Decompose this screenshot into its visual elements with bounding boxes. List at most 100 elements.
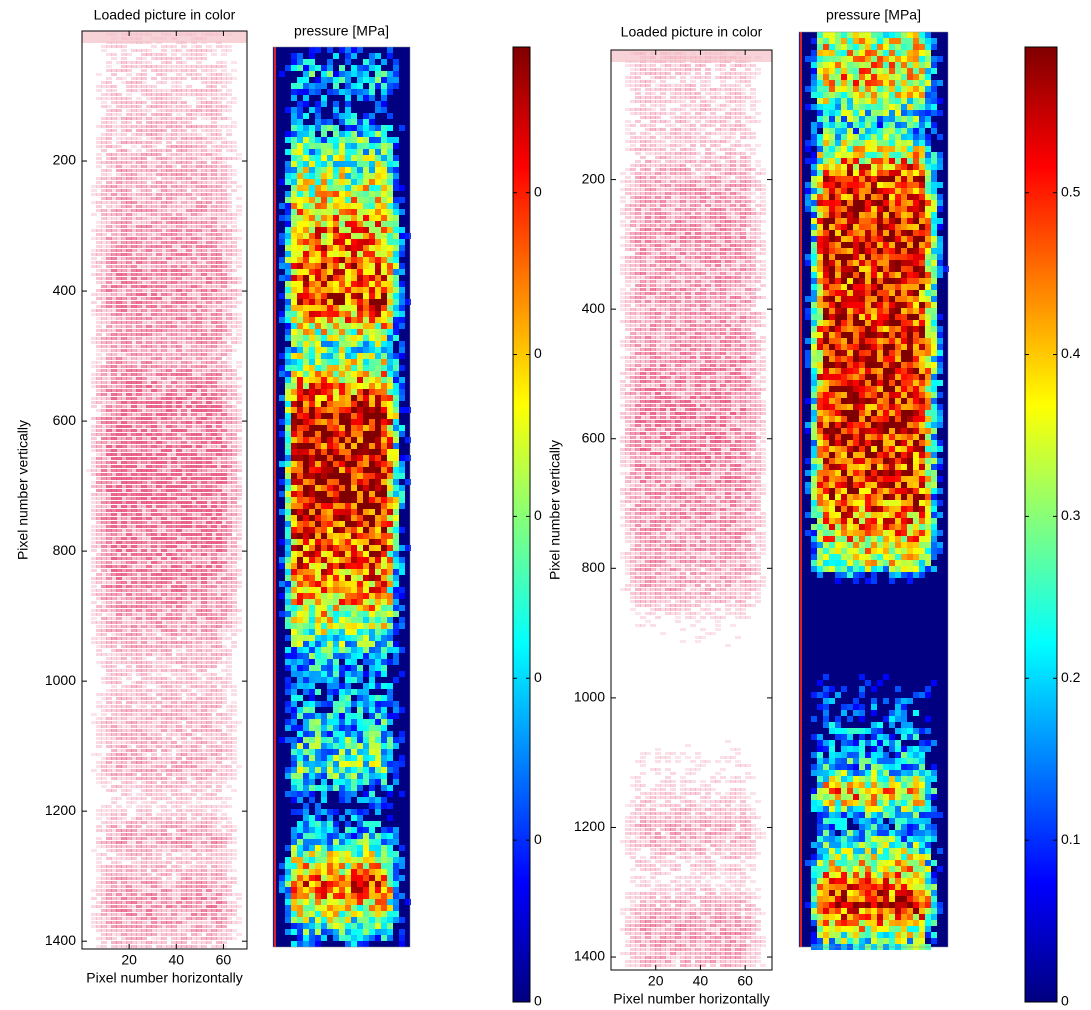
picture-pixel (146, 693, 152, 696)
picture-pixel (231, 77, 237, 80)
picture-pixel (126, 673, 132, 676)
picture-pixel (176, 161, 182, 164)
picture-pixel (131, 773, 137, 776)
picture-pixel (131, 409, 137, 412)
picture-pixel (196, 389, 202, 392)
picture-pixel (131, 245, 137, 248)
picture-pixel (171, 77, 177, 80)
picture-pixel (166, 293, 172, 296)
picture-pixel (101, 237, 107, 240)
picture-pixel (146, 89, 152, 92)
picture-pixel (141, 241, 147, 244)
picture-pixel (151, 293, 157, 296)
picture-pixel (116, 373, 122, 376)
picture-pixel (111, 57, 117, 60)
picture-pixel (101, 209, 107, 212)
picture-pixel (111, 69, 117, 72)
picture-pixel (126, 281, 132, 284)
picture-pixel (201, 149, 207, 152)
picture-pixel (116, 361, 122, 364)
picture-pixel (191, 237, 197, 240)
picture-pixel (211, 89, 217, 92)
picture-pixel (196, 173, 202, 176)
picture-pixel (106, 245, 112, 248)
picture-pixel (221, 181, 227, 184)
picture-pixel (161, 341, 167, 344)
picture-pixel (136, 405, 142, 408)
picture-pixel (236, 449, 242, 452)
picture-pixel (201, 113, 207, 116)
picture-pixel (201, 229, 207, 232)
picture-pixel (191, 125, 197, 128)
picture-pixel (146, 297, 152, 300)
picture-pixel (216, 269, 222, 272)
picture-pixel (201, 241, 207, 244)
picture-pixel (171, 49, 177, 52)
picture-pixel (116, 241, 122, 244)
picture-pixel (196, 205, 202, 208)
picture-pixel (111, 249, 117, 252)
picture-pixel (171, 169, 177, 172)
picture-pixel (101, 409, 107, 412)
picture-pixel (151, 265, 157, 268)
picture-pixel (161, 361, 167, 364)
picture-pixel (161, 149, 167, 152)
picture-pixel (156, 169, 162, 172)
picture-pixel (111, 277, 117, 280)
picture-pixel (181, 169, 187, 172)
picture-pixel (151, 353, 157, 356)
picture-pixel (121, 173, 127, 176)
picture-pixel (211, 85, 217, 88)
picture-pixel (116, 117, 122, 120)
picture-pixel (106, 257, 112, 260)
picture-pixel (106, 373, 112, 376)
picture-pixel (126, 357, 132, 360)
picture-pixel (111, 73, 117, 76)
picture-pixel (221, 333, 227, 336)
picture-pixel (156, 357, 162, 360)
picture-pixel (111, 93, 117, 96)
picture-pixel (161, 381, 167, 384)
picture-pixel (196, 397, 202, 400)
picture-pixel (206, 141, 212, 144)
picture-pixel (136, 233, 142, 236)
picture-pixel (226, 261, 232, 264)
picture-pixel (131, 237, 137, 240)
picture-pixel (211, 129, 217, 132)
picture-pixel (131, 353, 137, 356)
picture-pixel (106, 109, 112, 112)
picture-pixel (141, 333, 147, 336)
picture-pixel (121, 401, 127, 404)
picture-pixel (221, 337, 227, 340)
picture-pixel (221, 173, 227, 176)
picture-pixel (141, 281, 147, 284)
picture-pixel (206, 261, 212, 264)
picture-pixel (216, 785, 222, 788)
picture-pixel (221, 169, 227, 172)
picture-pixel (206, 329, 212, 332)
picture-pixel (136, 281, 142, 284)
picture-pixel (121, 57, 127, 60)
picture-pixel (226, 681, 232, 684)
picture-pixel (216, 385, 222, 388)
picture-pixel (176, 393, 182, 396)
picture-pixel (116, 169, 122, 172)
picture-pixel (111, 253, 117, 256)
picture-pixel (146, 225, 152, 228)
picture-pixel (211, 193, 217, 196)
picture-pixel (156, 345, 162, 348)
picture-pixel (221, 49, 227, 52)
picture-pixel (196, 161, 202, 164)
picture-pixel (126, 85, 132, 88)
picture-pixel (161, 285, 167, 288)
picture-pixel (176, 273, 182, 276)
picture-pixel (126, 105, 132, 108)
picture-pixel (196, 261, 202, 264)
picture-pixel (216, 149, 222, 152)
picture-pixel (181, 125, 187, 128)
picture-pixel (161, 297, 167, 300)
picture-pixel (151, 345, 157, 348)
picture-pixel (231, 221, 237, 224)
picture-pixel (236, 289, 242, 292)
picture-pixel (116, 161, 122, 164)
